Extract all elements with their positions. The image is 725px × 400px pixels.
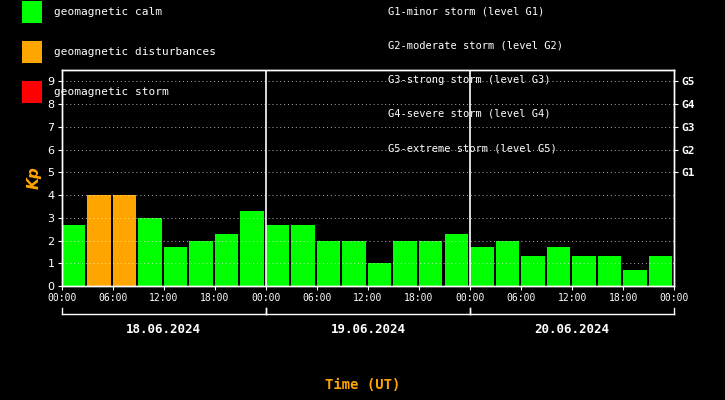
Text: 20.06.2024: 20.06.2024 [534,323,610,336]
Bar [215,234,239,286]
Bar [164,247,187,286]
Bar [342,240,366,286]
Bar [624,270,647,286]
Text: G1-minor storm (level G1): G1-minor storm (level G1) [388,7,544,17]
Bar [317,240,340,286]
Y-axis label: Kp: Kp [27,167,42,189]
Bar [521,256,544,286]
Bar [138,218,162,286]
Text: geomagnetic calm: geomagnetic calm [54,7,162,17]
Text: G5-extreme storm (level G5): G5-extreme storm (level G5) [388,143,557,153]
Text: 18.06.2024: 18.06.2024 [126,323,202,336]
Bar [394,240,417,286]
Bar [266,225,289,286]
Bar [649,256,672,286]
Text: G3-strong storm (level G3): G3-strong storm (level G3) [388,75,550,85]
Bar [189,240,212,286]
Bar [444,234,468,286]
Bar [62,225,85,286]
Text: G2-moderate storm (level G2): G2-moderate storm (level G2) [388,41,563,51]
Text: geomagnetic storm: geomagnetic storm [54,87,169,97]
Bar [597,256,621,286]
Bar [112,195,136,286]
Bar [291,225,315,286]
Bar [240,211,264,286]
Bar [547,247,570,286]
Text: Time (UT): Time (UT) [325,378,400,392]
Bar [419,240,442,286]
Text: 19.06.2024: 19.06.2024 [331,323,405,336]
Bar [470,247,494,286]
Bar [496,240,519,286]
Bar [368,263,392,286]
Text: G4-severe storm (level G4): G4-severe storm (level G4) [388,109,550,119]
Bar [87,195,111,286]
Text: geomagnetic disturbances: geomagnetic disturbances [54,47,216,57]
Bar [572,256,596,286]
